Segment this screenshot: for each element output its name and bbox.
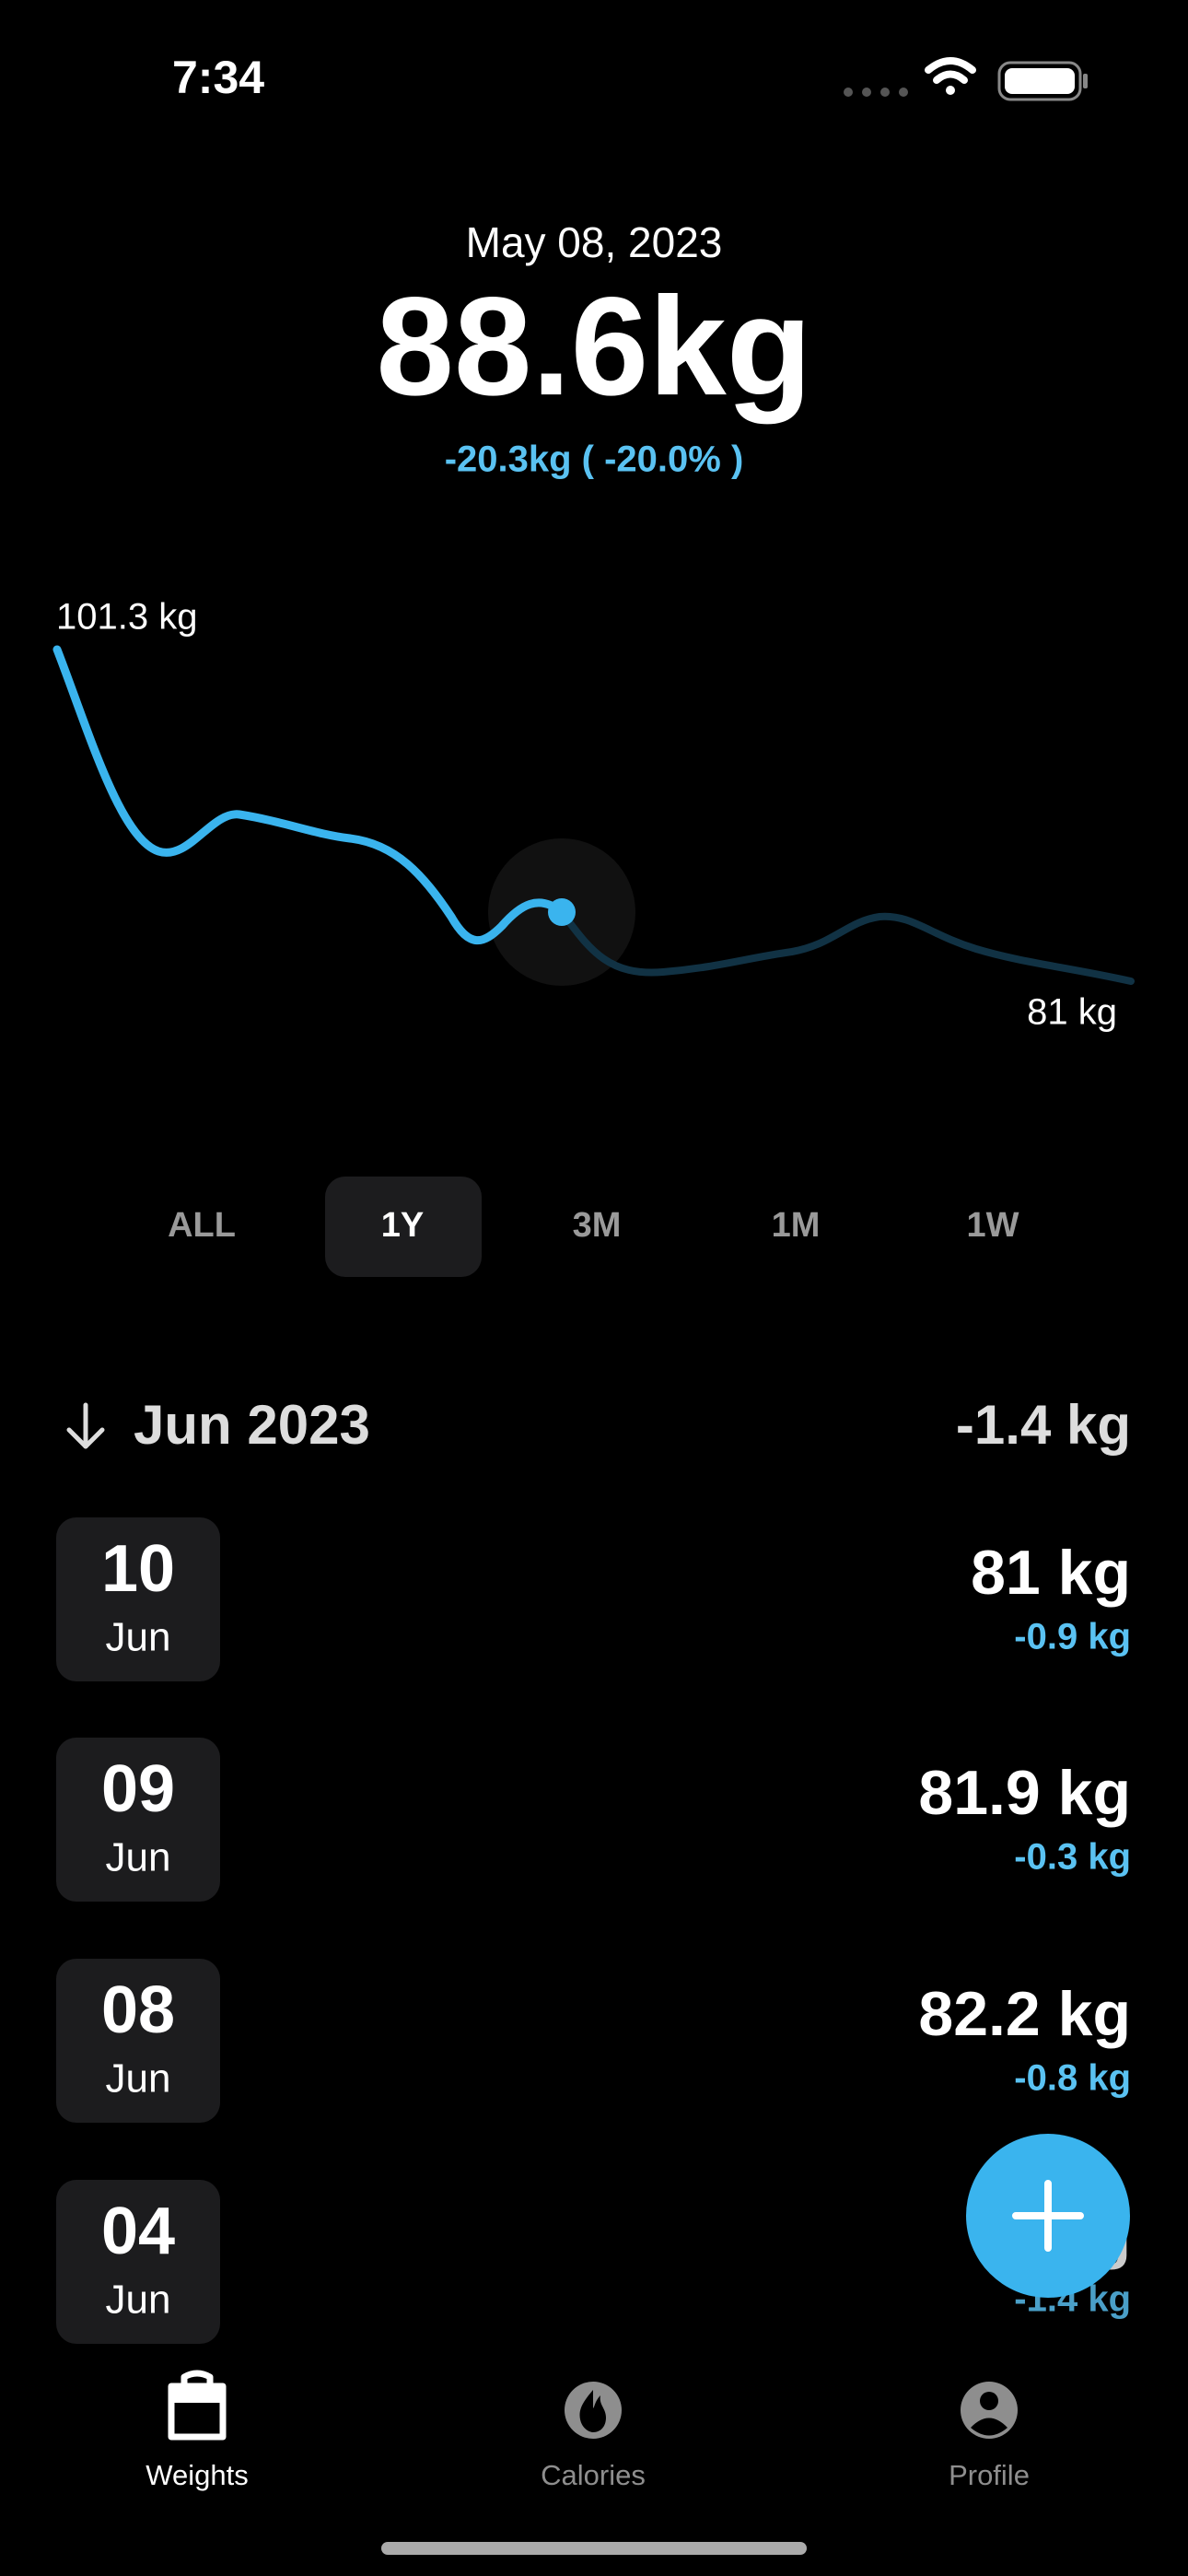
min-label: 81 kg [1027, 992, 1117, 1033]
entry-change: -0.3 kg [1014, 1837, 1131, 1878]
range-tab[interactable]: 1Y [381, 1206, 424, 1245]
add-button[interactable] [966, 2134, 1130, 2298]
profile-icon-body [971, 2418, 1007, 2436]
tab-profile[interactable]: Profile [949, 2382, 1030, 2491]
entry-change: -0.9 kg [1014, 1617, 1131, 1657]
entry-row[interactable]: 10 Jun 81 kg -0.9 kg [56, 1517, 1131, 1681]
selected-weight: 88.6kg [376, 268, 811, 425]
entry-weight: 81.9 kg [918, 1758, 1131, 1828]
entry-day: 10 [101, 1532, 175, 1606]
entry-row[interactable]: 08 Jun 82.2 kg -0.8 kg [56, 1959, 1131, 2123]
tab-calories[interactable]: Calories [541, 2382, 646, 2491]
tab-label: Profile [949, 2459, 1030, 2491]
scale-icon-top [171, 2386, 223, 2403]
month-change: -1.4 kg [956, 1394, 1131, 1456]
entry-month: Jun [106, 2056, 171, 2102]
entry-day: 04 [101, 2195, 175, 2268]
entry-month: Jun [106, 2277, 171, 2323]
profile-icon-head [980, 2392, 998, 2410]
weight-line-future [558, 908, 1135, 985]
entry-change: -0.8 kg [1014, 2058, 1131, 2099]
entry-month: Jun [106, 1615, 171, 1660]
range-selected-bg [325, 1177, 482, 1277]
date-box [56, 2180, 220, 2344]
tab-label: Calories [541, 2459, 646, 2491]
date-box [56, 1738, 220, 1902]
tab-weights[interactable]: Weights [146, 2370, 249, 2491]
selection-dot [548, 898, 576, 926]
max-label: 101.3 kg [56, 597, 197, 638]
flame-icon [579, 2390, 606, 2432]
date-box [56, 1959, 220, 2123]
plus-icon [1012, 2180, 1084, 2252]
signal-dots [844, 88, 908, 97]
home-indicator [381, 2542, 807, 2555]
weight-change: -20.3kg ( -20.0% ) [445, 439, 744, 480]
status-time: 7:34 [172, 52, 264, 103]
entry-month: Jun [106, 1835, 171, 1880]
weight-line-active [52, 645, 566, 945]
battery-icon [997, 61, 1088, 101]
wifi-icon [925, 57, 976, 95]
range-tab[interactable]: ALL [168, 1206, 236, 1245]
range-tab[interactable]: 1M [772, 1206, 821, 1245]
entry-weight: 81 kg [971, 1538, 1131, 1608]
range-tab[interactable]: 3M [573, 1206, 622, 1245]
entry-weight: 82.2 kg [918, 1979, 1131, 2049]
date-box [56, 1517, 220, 1681]
range-tab[interactable]: 1W [967, 1206, 1019, 1245]
entry-row[interactable]: 09 Jun 81.9 kg -0.3 kg [56, 1738, 1131, 1902]
entry-day: 09 [101, 1752, 175, 1826]
month-title: Jun 2023 [134, 1394, 370, 1456]
selected-date: May 08, 2023 [466, 218, 723, 266]
down-arrow-icon [66, 1402, 105, 1449]
entry-day: 08 [101, 1973, 175, 2047]
tab-label: Weights [146, 2459, 248, 2491]
